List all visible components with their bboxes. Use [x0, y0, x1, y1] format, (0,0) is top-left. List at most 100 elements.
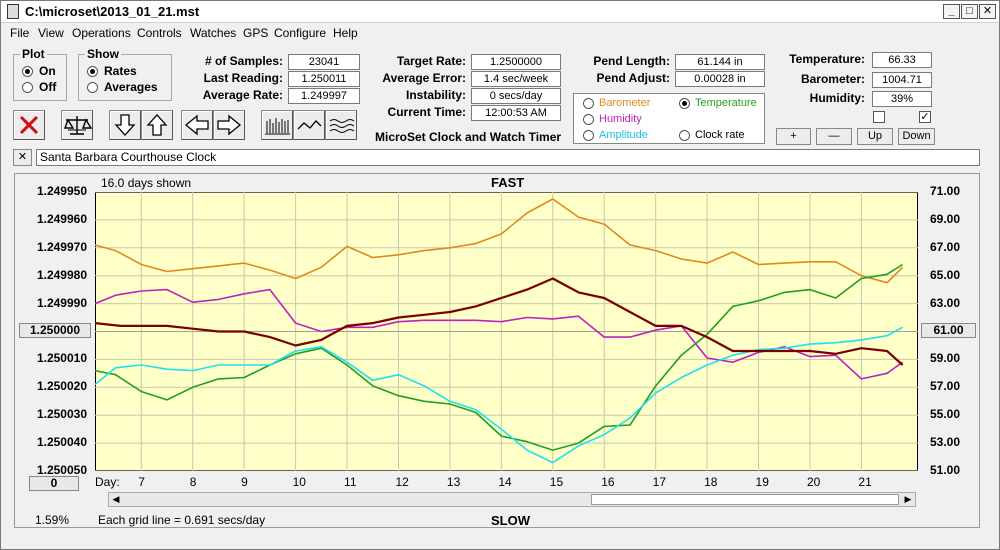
current-time-label: Current Time: [387, 105, 466, 119]
menu-gps[interactable]: GPS [243, 26, 269, 40]
show-rates-label: Rates [104, 64, 137, 78]
left-center-value-box[interactable]: 1.250000 [19, 323, 91, 338]
y-right-tick-label: 51.00 [930, 463, 961, 477]
line-view-button[interactable] [293, 110, 325, 140]
app-name: MicroSet Clock and Watch Timer [375, 130, 562, 144]
x-tick-label: 15 [549, 475, 564, 489]
up-button[interactable]: Up [857, 128, 893, 145]
samples-field: 23041 [288, 54, 360, 70]
slow-label: SLOW [491, 513, 530, 528]
stop-button[interactable] [13, 110, 45, 140]
clock-name-field[interactable]: Santa Barbara Courthouse Clock [36, 149, 980, 166]
menu-controls[interactable]: Controls [137, 26, 182, 40]
y-left-tick-label: 1.249960 [36, 211, 87, 226]
arrow-right-icon [217, 114, 242, 136]
y-left-tick-label: 1.250010 [36, 351, 87, 366]
show-rates-radio[interactable] [87, 66, 98, 77]
y-left-tick-label: 1.250040 [36, 435, 87, 450]
wave-view-button[interactable] [325, 110, 357, 140]
humidity-radio[interactable] [583, 114, 594, 125]
menu-help[interactable]: Help [333, 26, 358, 40]
show-group-legend: Show [85, 47, 121, 61]
menu-view[interactable]: View [38, 26, 64, 40]
series-line-temperature [95, 263, 904, 451]
maximize-button[interactable]: □ [961, 4, 978, 19]
menu-operations[interactable]: Operations [72, 26, 131, 40]
current-time-field: 12:00:53 AM [471, 105, 561, 121]
balance-button[interactable] [61, 110, 93, 140]
series-line-barometer [95, 198, 904, 284]
sensor-checkbox-1[interactable] [873, 111, 885, 123]
target-rate-field[interactable]: 1.2500000 [471, 54, 561, 70]
chart-plot-area [95, 192, 918, 471]
y-right-tick-label: 67.00 [930, 239, 961, 254]
scroll-right-arrow-icon[interactable]: ▶ [904, 494, 912, 504]
scroll-left-arrow-icon[interactable]: ◀ [112, 494, 120, 504]
close-window-button[interactable]: ✕ [979, 4, 996, 19]
scrollbar-thumb[interactable] [591, 494, 899, 505]
y-right-tick-label: 65.00 [930, 267, 961, 282]
plus-button[interactable]: + [776, 128, 811, 145]
percent-label: 1.59% [35, 513, 70, 527]
chart-scrollbar[interactable]: ◀ ▶ [108, 492, 916, 507]
menu-watches[interactable]: Watches [190, 26, 237, 40]
x-tick-label: 20 [806, 475, 821, 489]
amplitude-radio[interactable] [583, 130, 594, 141]
humidity-option-label: Humidity [599, 113, 642, 125]
instability-field: 0 secs/day [471, 88, 561, 104]
barometer-radio[interactable] [583, 98, 594, 109]
clock-rate-radio[interactable] [679, 130, 690, 141]
barometer-field: 1004.71 [872, 72, 932, 88]
plot-off-radio[interactable] [22, 82, 33, 93]
sensor-checkbox-2[interactable]: ✓ [919, 111, 931, 123]
x-tick-label: 14 [498, 475, 512, 489]
minimize-button[interactable]: _ [943, 4, 960, 19]
y-left-tick-label: 1.249950 [36, 184, 87, 198]
pend-adjust-label: Pend Adjust: [596, 71, 670, 85]
barometer-label: Barometer: [800, 72, 865, 86]
y-right-tick-label: 69.00 [930, 211, 961, 226]
samples-label: # of Samples: [204, 54, 283, 68]
average-rate-label: Average Rate: [202, 88, 283, 102]
overlay-options-panel [573, 93, 765, 144]
clear-clock-button[interactable]: ✕ [13, 149, 32, 166]
balance-scale-icon [63, 116, 92, 135]
menu-bar: File View Operations Controls Watches GP… [1, 23, 999, 43]
last-reading-label: Last Reading: [203, 71, 283, 85]
series-line-clock-rate [95, 277, 904, 366]
close-icon [19, 115, 39, 135]
scroll-down-button[interactable] [109, 110, 141, 140]
y-right-tick-label: 71.00 [930, 184, 961, 198]
plot-on-radio[interactable] [22, 66, 33, 77]
x-tick-label: 13 [446, 475, 461, 489]
clock-rate-option-label: Clock rate [695, 129, 745, 141]
x-tick-label: 7 [138, 475, 145, 489]
down-button[interactable]: Down [898, 128, 935, 145]
bar-chart-icon [265, 118, 290, 135]
x-tick-label: 16 [601, 475, 615, 489]
temperature-radio[interactable] [679, 98, 690, 109]
line-chart-icon [297, 120, 322, 130]
show-averages-radio[interactable] [87, 82, 98, 93]
pend-adjust-field: 0.00028 in [675, 71, 765, 87]
series-line-amplitude [95, 326, 903, 464]
menu-file[interactable]: File [10, 26, 30, 40]
scroll-up-button[interactable] [141, 110, 173, 140]
menu-configure[interactable]: Configure [274, 26, 327, 40]
scroll-left-button[interactable] [181, 110, 213, 140]
bottom-left-value-box[interactable]: 0 [29, 476, 79, 491]
x-tick-label: 21 [858, 475, 872, 489]
plot-group-legend: Plot [20, 47, 47, 61]
title-bar: C:\microset\2013_01_21.mst _ □ ✕ [1, 1, 999, 23]
bar-view-button[interactable] [261, 110, 293, 140]
x-tick-label: 9 [241, 475, 248, 489]
x-tick-label: 11 [344, 475, 357, 489]
wave-chart-icon [329, 119, 355, 133]
pend-length-label: Pend Length: [593, 54, 670, 68]
temperature-label: Temperature: [789, 52, 865, 66]
minus-button[interactable]: — [816, 128, 852, 145]
arrow-left-icon [184, 114, 209, 136]
scroll-right-button[interactable] [213, 110, 245, 140]
right-center-value-box[interactable]: 61.00 [921, 323, 976, 338]
days-shown-label: 16.0 days shown [101, 176, 192, 190]
